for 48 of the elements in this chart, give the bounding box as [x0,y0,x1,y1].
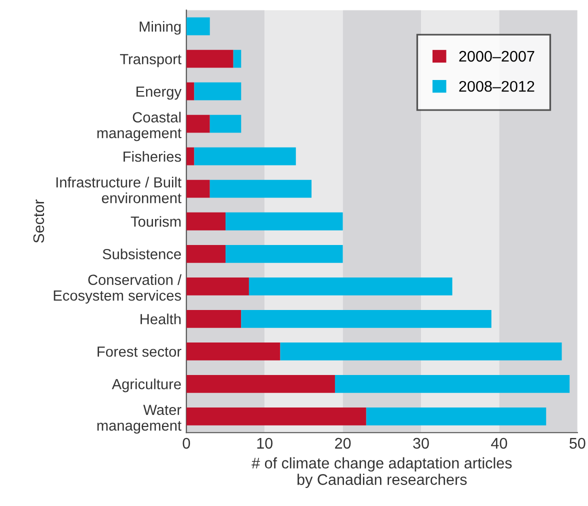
bar [186,180,210,198]
y-tick-label: Mining [140,21,181,35]
bar [241,310,492,328]
y-tick-label: Conservation / Ecosystem services [54,274,182,304]
y-tick-label: Coastal management [97,112,182,142]
y-tick-label: Fisheries [124,151,182,162]
bar [186,374,335,393]
legend-label: 2000–2007 [459,50,534,62]
y-tick-label: Water management [97,404,182,434]
bar [210,114,242,133]
y-tick-label: Infrastructure / Built environment [56,176,182,204]
bar [366,407,546,426]
bar [186,50,234,68]
bar [248,277,452,296]
bar [186,277,249,296]
x-tick-label: 40 [491,438,508,449]
bar [194,82,242,100]
x-tick-label: 10 [257,438,272,449]
y-tick-label: Subsistence [102,248,181,260]
bar [210,180,312,198]
bar [186,82,194,100]
y-tick-label: Forest sector [98,346,182,357]
y-tick-label: Agriculture [112,378,181,392]
bar [186,407,366,426]
bar [194,147,296,166]
bar [233,50,242,68]
bar [226,244,343,263]
y-tick-label: Transport [120,54,182,68]
bar [334,374,570,393]
x-tick-label: 50 [570,438,586,449]
bar [186,17,210,36]
y-tick-label: Health [140,314,181,324]
bar [226,212,343,230]
x-tick-label: 0 [182,438,190,449]
y-tick-label: Tourism [130,216,181,227]
bar [186,212,226,230]
legend-label: 2008–2012 [459,80,534,92]
x-axis-title: # of climate change adaptation articles by Canadian researchers [252,457,512,488]
x-tick-label: 20 [335,438,351,449]
bar [186,244,226,263]
y-axis-title: Sector [33,200,44,243]
bar [186,114,210,133]
y-tick-label: Energy [136,86,182,100]
x-tick-label: 30 [413,438,429,449]
bar [186,342,280,360]
bar [280,342,562,360]
bar [186,310,242,328]
bar [186,147,194,166]
